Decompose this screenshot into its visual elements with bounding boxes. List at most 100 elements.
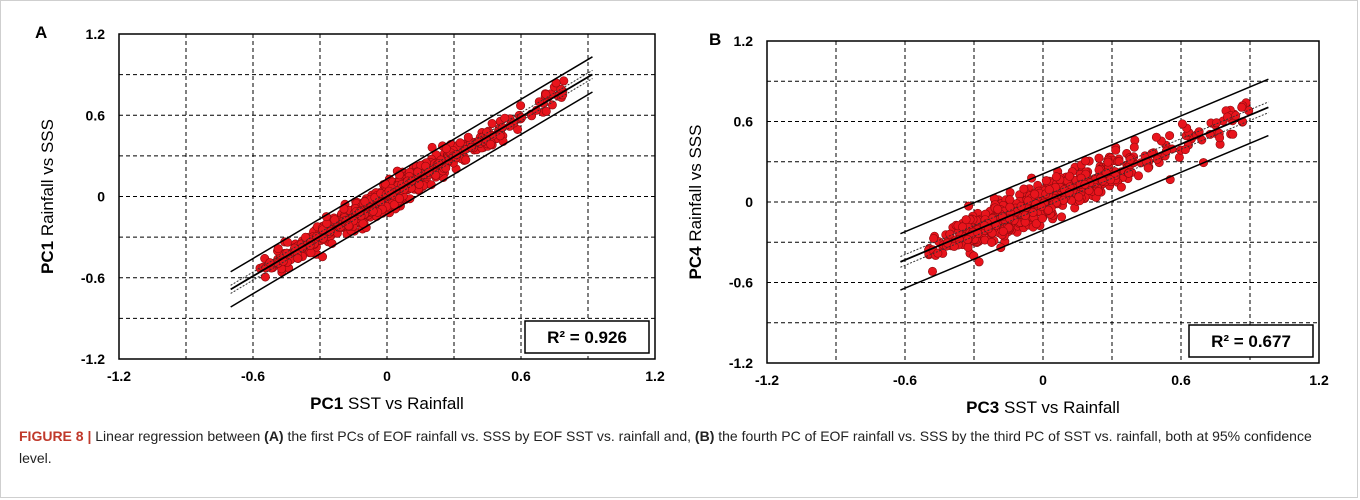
data-points	[924, 98, 1254, 276]
data-point	[1041, 176, 1051, 186]
data-points	[255, 76, 569, 282]
data-point	[1065, 171, 1075, 181]
data-point	[1177, 119, 1187, 129]
data-point	[330, 215, 340, 225]
r2-box	[524, 320, 650, 354]
y-tick-label: -1.2	[729, 355, 753, 371]
x-tick-label: 0.6	[1171, 372, 1191, 388]
data-point	[541, 89, 551, 99]
prediction-band-lower	[230, 91, 593, 308]
data-point	[949, 241, 959, 251]
data-point	[360, 197, 370, 207]
data-point	[1057, 212, 1067, 222]
data-point	[1028, 208, 1038, 218]
panel-a: -1.2 -0.6 0 0.6 1.2 1.2 0.6 0 -0.6 -1.2 A PC1 SST v…	[35, 23, 665, 413]
data-point	[1051, 172, 1061, 182]
r2-box	[1188, 324, 1314, 358]
data-point	[368, 206, 378, 216]
data-point	[547, 100, 557, 110]
data-point	[495, 131, 505, 141]
data-point	[993, 204, 1003, 214]
data-point	[1180, 145, 1190, 155]
data-point	[486, 139, 496, 149]
data-point	[455, 138, 465, 148]
prediction-band-lower	[900, 134, 1269, 291]
confidence-band-upper	[230, 69, 593, 286]
data-point	[1165, 131, 1175, 141]
regression-line	[900, 106, 1269, 263]
x-tick-label: 1.2	[645, 368, 665, 384]
y-tick-label: 0.6	[734, 114, 754, 130]
data-point	[487, 119, 497, 129]
y-tick-label: -0.6	[81, 270, 105, 286]
regression-line	[230, 73, 593, 291]
caption-text-3: the fourth PC of EOF rainfall vs. SSS by…	[19, 428, 1312, 466]
plot-border	[766, 40, 1320, 364]
data-point	[1143, 163, 1153, 173]
r2-label: R² = 0.677	[1211, 332, 1291, 351]
data-point	[1051, 198, 1061, 208]
data-point	[1094, 153, 1104, 163]
data-point	[1031, 219, 1041, 229]
data-point	[1111, 145, 1121, 155]
panel-label: B	[709, 30, 721, 49]
data-point	[1043, 205, 1053, 215]
y-tick-label: 0	[745, 194, 753, 210]
data-point	[1005, 202, 1015, 212]
x-tick-label: 0.6	[511, 368, 531, 384]
data-point	[1151, 132, 1161, 142]
data-point	[1231, 111, 1241, 121]
data-point	[541, 106, 551, 116]
x-axis-label: PC1 SST vs Rainfall	[310, 394, 464, 413]
figure-svg: -1.2 -0.6 0 0.6 1.2 1.2 0.6 0 -0.6 -1.2 A PC1 SST v…	[35, 23, 1329, 417]
data-point	[1023, 196, 1033, 206]
data-point	[1215, 133, 1225, 143]
data-point	[1174, 152, 1184, 162]
prediction-band-upper	[230, 56, 593, 273]
data-point	[1124, 168, 1134, 178]
data-point	[961, 215, 971, 225]
y-tick-label: 1.2	[734, 33, 754, 49]
data-point	[1037, 214, 1047, 224]
data-point	[1237, 102, 1247, 112]
y-axis-label: PC1 Rainfall vs SSS	[38, 119, 57, 274]
plot-border	[118, 33, 656, 360]
data-point	[260, 272, 270, 282]
y-tick-label: 0.6	[86, 107, 106, 123]
data-point	[1093, 187, 1103, 197]
caption-text-1: Linear regression between	[91, 428, 265, 444]
x-tick-label: 0	[1039, 372, 1047, 388]
y-axis-label: PC4 Rainfall vs SSS	[686, 125, 705, 280]
y-tick-label: 1.2	[86, 26, 106, 42]
caption-ref-a: (A)	[264, 428, 284, 444]
data-point	[958, 222, 968, 232]
data-point	[1212, 118, 1222, 128]
data-point	[963, 235, 973, 245]
data-point	[963, 242, 973, 252]
data-point	[1030, 189, 1040, 199]
x-axis-label: PC3 SST vs Rainfall	[966, 398, 1120, 417]
data-point	[394, 194, 404, 204]
y-tick-label: -0.6	[729, 275, 753, 291]
figure-label: FIGURE 8 |	[19, 428, 92, 444]
x-tick-label: -0.6	[893, 372, 917, 388]
panel-label: A	[35, 23, 47, 42]
caption-text-2: the first PCs of EOF rainfall vs. SSS by…	[283, 428, 695, 444]
data-point	[559, 76, 569, 86]
data-point	[461, 155, 471, 165]
data-point	[987, 238, 997, 248]
data-point	[945, 229, 955, 239]
data-point	[1103, 157, 1113, 167]
x-tick-label: -0.6	[241, 368, 265, 384]
x-tick-label: -1.2	[755, 372, 779, 388]
confidence-band-upper	[900, 101, 1269, 257]
caption-ref-b: (B)	[694, 428, 715, 444]
prediction-band-upper	[900, 78, 1269, 235]
data-point	[1129, 142, 1139, 152]
data-point	[1116, 182, 1126, 192]
x-tick-label: -1.2	[107, 368, 131, 384]
y-tick-label: 0	[97, 189, 105, 205]
r2-label: R² = 0.926	[547, 328, 627, 347]
data-point	[344, 221, 354, 231]
data-point	[1228, 129, 1238, 139]
